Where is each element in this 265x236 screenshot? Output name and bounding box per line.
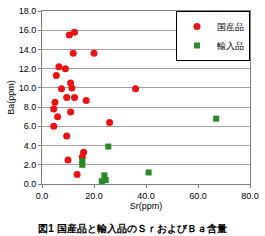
- svg-text:輸入品: 輸入品: [217, 41, 244, 51]
- svg-text:6.0: 6.0: [24, 121, 37, 131]
- svg-text:2.0: 2.0: [24, 160, 37, 170]
- svg-text:4.0: 4.0: [24, 141, 37, 151]
- svg-text:12.0: 12.0: [19, 64, 37, 74]
- svg-text:8.0: 8.0: [24, 102, 37, 112]
- svg-text:Ba(ppm): Ba(ppm): [6, 80, 16, 115]
- svg-text:18.0: 18.0: [19, 6, 37, 16]
- svg-text:40.0: 40.0: [137, 191, 155, 201]
- svg-text:図1 国産品と輸入品のＳｒおよびＢａ含量: 図1 国産品と輸入品のＳｒおよびＢａ含量: [38, 223, 226, 234]
- svg-text:国産品: 国産品: [217, 22, 244, 32]
- svg-text:Sr(ppm): Sr(ppm): [130, 201, 163, 211]
- svg-text:16.0: 16.0: [19, 25, 37, 35]
- svg-text:60.0: 60.0: [189, 191, 207, 201]
- svg-text:10.0: 10.0: [19, 83, 37, 93]
- svg-text:14.0: 14.0: [19, 45, 37, 55]
- svg-text:0.0: 0.0: [24, 179, 37, 189]
- svg-text:80.0: 80.0: [241, 191, 259, 201]
- svg-text:20.0: 20.0: [85, 191, 103, 201]
- svg-text:0.0: 0.0: [36, 191, 49, 201]
